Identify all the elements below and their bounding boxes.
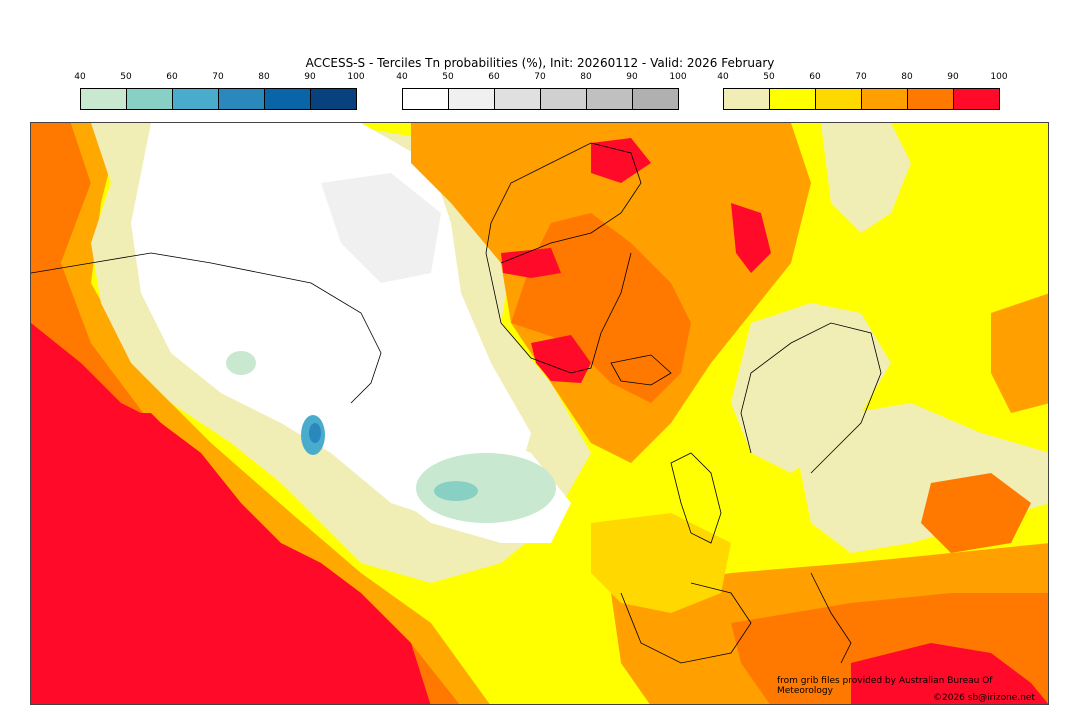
colorbar-segment-above-normal-4 (908, 89, 954, 109)
near-normal-50-patch (321, 173, 441, 283)
colorbar-segment-above-normal-1 (770, 89, 816, 109)
tick-label: 70 (855, 72, 867, 82)
below-40-patch-canada (226, 351, 256, 375)
above-90-field-southwest (31, 413, 430, 704)
colorbar-segment-near-normal-0 (403, 89, 449, 109)
coastlines (31, 142, 882, 664)
tick-label: 40 (396, 72, 408, 82)
colorbar-segment-below-normal-0 (81, 89, 127, 109)
coastline-iberia (620, 582, 752, 664)
tick-label: 100 (990, 72, 1008, 82)
colorbar-segment-near-normal-3 (541, 89, 587, 109)
above-70-field-east (991, 293, 1048, 413)
colorbar-segment-above-normal-3 (862, 89, 908, 109)
tick-label: 70 (212, 72, 224, 82)
tick-label: 60 (809, 72, 821, 82)
colorbar-segment-below-normal-1 (127, 89, 173, 109)
colorbar-segment-above-normal-5 (954, 89, 999, 109)
above-40-field-scandinavia (731, 303, 891, 473)
map-canvas (31, 123, 1048, 704)
tick-label: 100 (669, 72, 687, 82)
probability-map: from grib files provided by Australian B… (30, 122, 1049, 705)
colorbar-below-ticks: 40 50 60 70 80 90 100 (74, 72, 364, 84)
colorbar-segment-below-normal-2 (173, 89, 219, 109)
coastline-greenland (485, 142, 642, 374)
tick-label: 80 (901, 72, 913, 82)
tick-label: 70 (534, 72, 546, 82)
below-40-patch-atlantic (416, 453, 556, 523)
colorbar-segment-below-normal-4 (265, 89, 311, 109)
above-90-patch-arctic (591, 138, 651, 183)
colorbar-near-normal (402, 88, 679, 110)
credit-source: from grib files provided by Australian B… (777, 676, 993, 696)
tick-label: 100 (347, 72, 365, 82)
tick-label: 60 (166, 72, 178, 82)
colorbar-above-normal (723, 88, 1000, 110)
tick-label: 40 (74, 72, 86, 82)
coastline-italy (810, 572, 852, 664)
colorbar-below-normal (80, 88, 357, 110)
coastline-scandinavia (740, 322, 882, 474)
colorbar-normal-ticks: 40 50 60 70 80 90 100 (396, 72, 686, 84)
above-40-field-north-russia (821, 123, 911, 233)
colorbar-segment-below-normal-5 (311, 89, 356, 109)
tick-label: 50 (763, 72, 775, 82)
tick-label: 50 (120, 72, 132, 82)
tick-label: 50 (442, 72, 454, 82)
colorbar-above-ticks: 40 50 60 70 80 90 100 (717, 72, 1007, 84)
colorbar-segment-above-normal-0 (724, 89, 770, 109)
coastline-iceland (610, 354, 672, 386)
below-50-patch-atlantic (434, 481, 478, 501)
above-80-patch-black-sea (921, 473, 1031, 553)
above-90-patch-greenland-north (501, 248, 561, 278)
tick-label: 90 (304, 72, 316, 82)
tick-label: 60 (488, 72, 500, 82)
above-60-field-iberia (591, 513, 731, 613)
above-90-patch-norwegian-sea (731, 203, 771, 273)
colorbar-segment-near-normal-4 (587, 89, 633, 109)
above-90-patch-greenland-east (531, 335, 591, 383)
coastline-canada (31, 252, 382, 404)
tick-label: 40 (717, 72, 729, 82)
colorbar-segment-below-normal-3 (219, 89, 265, 109)
below-80-patch-labrador (309, 423, 321, 443)
colorbar-segment-near-normal-1 (449, 89, 495, 109)
coastline-britain (670, 452, 722, 544)
credit-copyright: ©2026 sb@irizone.net (933, 693, 1035, 703)
tick-label: 90 (626, 72, 638, 82)
tick-label: 80 (580, 72, 592, 82)
colorbar-segment-above-normal-2 (816, 89, 862, 109)
tick-label: 80 (258, 72, 270, 82)
tick-label: 90 (947, 72, 959, 82)
colorbar-segment-near-normal-2 (495, 89, 541, 109)
above-90-patch-mediterranean (851, 643, 1048, 704)
map-title: ACCESS-S - Terciles Tn probabilities (%)… (305, 56, 775, 70)
colorbar-segment-near-normal-5 (633, 89, 678, 109)
